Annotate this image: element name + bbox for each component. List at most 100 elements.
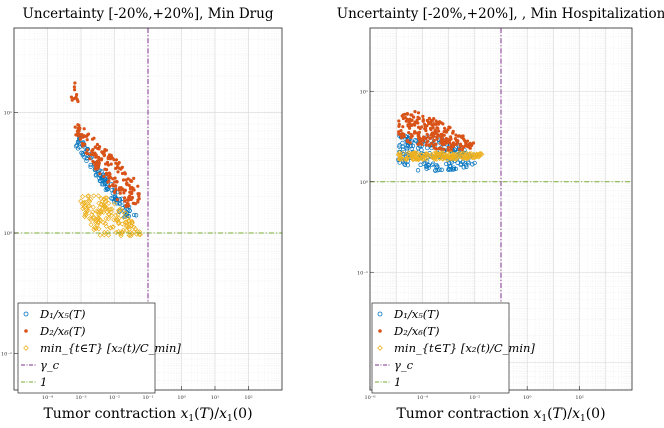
legend-marker-D1/x5(T)	[377, 311, 383, 317]
legend-label-D2/x6(T): D₂/x₆(T)	[39, 324, 85, 338]
legend-marker-min x2(t)/Cmin	[377, 345, 383, 351]
legend: D₁/x₅(T) D₂/x₆(T) min_{t∈T} [x₂(t)/C_min] γ…	[371, 302, 535, 394]
data-point	[121, 178, 126, 182]
legend-marker-D1/x5(T)	[23, 311, 29, 317]
legend-label-min x2(t)/Cmin: min_{t∈T} [x₂(t)/C_min]	[394, 341, 535, 355]
y-tick-label: 10⁰	[4, 231, 12, 237]
data-point	[444, 153, 450, 159]
data-point	[400, 136, 404, 140]
data-point	[460, 155, 466, 161]
data-point	[107, 225, 113, 231]
data-point	[438, 120, 442, 124]
data-point	[440, 155, 446, 162]
series-group	[395, 110, 485, 173]
legend-label-D2/x6(T): D₂/x₆(T)	[393, 324, 439, 338]
data-point	[476, 153, 482, 159]
data-point	[100, 202, 107, 209]
data-point	[421, 119, 425, 123]
series-group	[69, 81, 143, 239]
data-point	[137, 229, 143, 235]
data-point	[86, 198, 93, 205]
data-point	[132, 188, 136, 192]
data-point	[449, 135, 453, 139]
data-point	[88, 164, 93, 170]
legend-marker-D2/x6(T)	[24, 329, 28, 333]
data-point	[125, 215, 131, 221]
data-point	[114, 158, 119, 162]
x-tick-label: 10⁻⁶	[364, 395, 375, 401]
data-point	[120, 208, 126, 215]
data-point	[461, 165, 466, 170]
data-point	[86, 197, 92, 203]
data-point	[99, 198, 105, 205]
data-point	[447, 161, 452, 166]
data-point	[106, 211, 112, 217]
y-tick-label: 10⁻¹	[357, 270, 368, 276]
data-point	[397, 119, 401, 123]
data-point	[86, 203, 93, 209]
data-point	[96, 210, 102, 216]
data-point	[430, 123, 434, 127]
data-point	[117, 200, 122, 206]
data-point	[108, 156, 113, 160]
data-point	[79, 150, 84, 155]
data-point	[467, 145, 471, 149]
data-point	[119, 221, 125, 227]
data-point	[416, 134, 420, 138]
data-point	[454, 155, 460, 161]
data-point	[137, 231, 143, 238]
data-point	[403, 116, 407, 120]
data-point	[404, 146, 410, 151]
data-point	[415, 156, 421, 162]
data-point	[123, 196, 127, 200]
data-point	[98, 209, 104, 215]
x-tick-label: 10⁻¹	[142, 395, 153, 401]
data-point	[113, 229, 119, 236]
data-point	[136, 198, 140, 202]
data-point	[132, 226, 138, 232]
data-point	[99, 177, 105, 183]
data-point	[123, 171, 127, 175]
data-point	[78, 137, 82, 141]
x-tick-label: 10⁰	[177, 395, 185, 401]
data-point	[417, 130, 421, 134]
data-point	[426, 163, 431, 168]
legend-label-D1/x5(T): D₁/x₅(T)	[393, 307, 439, 321]
data-point	[98, 201, 104, 207]
data-point	[75, 146, 81, 151]
data-point	[451, 141, 456, 145]
data-point	[69, 95, 73, 99]
data-point	[93, 225, 99, 232]
data-point	[88, 157, 92, 161]
data-point	[433, 128, 437, 132]
data-point	[442, 133, 446, 137]
chart-title: Uncertainty [-20%,+20%], Min Drug	[23, 6, 274, 22]
data-point	[100, 209, 106, 215]
data-point	[414, 139, 419, 144]
data-point	[123, 199, 127, 203]
data-point	[106, 200, 112, 206]
data-point	[400, 159, 406, 164]
data-point	[127, 183, 131, 187]
data-point	[463, 139, 467, 143]
data-point	[73, 81, 77, 85]
data-point	[477, 151, 483, 157]
data-point	[460, 147, 464, 152]
data-point	[108, 172, 112, 176]
data-point	[118, 191, 122, 195]
data-point	[424, 126, 428, 131]
data-point	[90, 209, 96, 215]
data-point	[447, 163, 452, 169]
data-point	[113, 189, 117, 194]
data-point	[409, 150, 415, 157]
data-point	[404, 119, 408, 123]
data-point	[98, 218, 104, 224]
data-point	[432, 131, 436, 135]
x-tick-label: 10⁻²	[109, 395, 120, 401]
data-point	[448, 126, 452, 130]
data-point	[431, 126, 435, 130]
data-point	[96, 226, 102, 232]
data-point	[439, 132, 443, 136]
data-point	[446, 145, 450, 150]
